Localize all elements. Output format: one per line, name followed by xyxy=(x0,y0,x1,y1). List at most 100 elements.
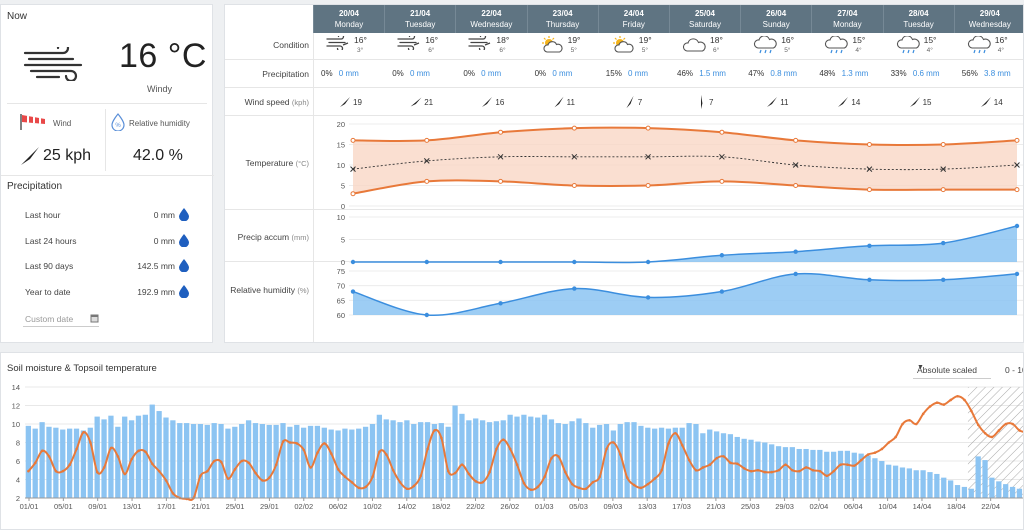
topsoil-temperature-point xyxy=(40,449,44,453)
topsoil-temperature-point xyxy=(54,469,58,473)
forecast-low-temp: 6° xyxy=(499,47,506,54)
topsoil-temperature-point xyxy=(708,463,712,466)
topsoil-temperature-point xyxy=(206,469,209,473)
soil-moisture-bar xyxy=(989,477,995,498)
soil-moisture-bar xyxy=(459,413,465,498)
day-weekday: Tuesday xyxy=(903,20,934,29)
soil-x-tick-label: 06/04 xyxy=(844,502,863,511)
soil-moisture-bar xyxy=(947,480,954,498)
precip-row-year-to-date: Year to date 192.9 mm xyxy=(25,285,189,299)
soil-moisture-bar xyxy=(968,488,974,498)
soil-x-tick-label: 05/01 xyxy=(54,502,73,511)
topsoil-temperature-point xyxy=(942,403,946,406)
topsoil-temperature-point xyxy=(591,480,595,484)
humidity-point xyxy=(793,271,798,277)
topsoil-temperature-point xyxy=(378,450,381,454)
soil-moisture-bar xyxy=(314,425,321,498)
windsock-icon xyxy=(20,114,45,130)
forecast-low-temp: 6° xyxy=(428,47,435,54)
soil-moisture-bar xyxy=(404,420,410,498)
soil-moisture-bar xyxy=(624,422,630,498)
soil-moisture-bar xyxy=(1003,484,1009,498)
soil-x-tick-label: 10/02 xyxy=(363,502,382,511)
humidity-tick-label: 65 xyxy=(337,296,345,305)
day-weekday: Thursday xyxy=(545,20,580,29)
row-label-humidity: Relative humidity (%) xyxy=(230,285,309,295)
topsoil-temperature-point xyxy=(625,476,629,479)
soil-moisture-bar xyxy=(252,423,259,498)
topsoil-temperature-point xyxy=(440,436,443,440)
soil-x-tick-label: 01/01 xyxy=(20,502,39,511)
soil-moisture-bar xyxy=(445,426,451,498)
temperature-mean-point xyxy=(571,153,578,160)
topsoil-temperature-point xyxy=(34,461,37,465)
humidity-tick-label: 70 xyxy=(337,282,345,291)
topsoil-temperature-point xyxy=(419,474,423,478)
soil-moisture-bar xyxy=(149,404,155,498)
soil-x-tick-label: 29/01 xyxy=(260,502,279,511)
precip-probability: 0% xyxy=(392,69,404,78)
soil-moisture-bar xyxy=(810,449,816,498)
forecast-precipitation: 0% 0 mm xyxy=(321,69,392,78)
soil-moisture-bar xyxy=(569,421,575,498)
soil-chart: 2 4 6 8 10 12 14 01/01 05/01 09/01 13/01 17/01 21/01… xyxy=(12,383,1023,511)
rain-cloud-icon xyxy=(753,35,779,59)
topsoil-temperature-point xyxy=(983,431,987,435)
forecast-low-temp: 5° xyxy=(641,47,649,54)
soil-x-tick-label: 02/02 xyxy=(294,502,313,511)
day-header-21-04: 21/04 Tuesday xyxy=(384,5,455,33)
temperature-mean-point xyxy=(1014,162,1020,168)
wind-arrow-icon xyxy=(909,96,921,110)
soil-moisture-bar xyxy=(865,455,871,498)
forecast-panel: 20/04 Monday 21/04 Tuesday 22/04 Wednesday 23/… xyxy=(224,4,1024,343)
forecast-precipitation: 56% 3.8 mm xyxy=(962,69,1023,78)
soil-moisture-bar xyxy=(775,446,782,498)
soil-moisture-bar xyxy=(941,477,947,498)
soil-chart-title: Soil moisture & Topsoil temperature xyxy=(7,363,157,374)
temperature-mean-point xyxy=(792,162,799,168)
topsoil-temperature-point xyxy=(963,398,966,402)
soil-x-tick-label: 21/03 xyxy=(707,502,726,511)
humidity-point xyxy=(350,289,356,294)
day-header-20-04: 20/04 Monday xyxy=(313,5,384,33)
precip-amount: 3.8 mm xyxy=(981,69,1011,78)
soil-moisture-bar xyxy=(122,416,128,498)
scale-dropdown[interactable]: Absolute scaled ▼ xyxy=(913,361,991,379)
rain-cloud-icon xyxy=(967,35,993,59)
forecast-high-temp: 15° xyxy=(852,35,866,45)
topsoil-temperature-point xyxy=(412,484,416,488)
soil-moisture-bar xyxy=(301,427,307,498)
precip-probability: 15% xyxy=(605,69,622,78)
soil-moisture-bar xyxy=(830,451,837,498)
forecast-wind: 21 xyxy=(410,96,481,110)
wind-arrow-icon xyxy=(481,96,493,110)
wind-speed: 16 xyxy=(495,98,505,108)
precip-accum-point xyxy=(350,259,356,265)
humidity-area xyxy=(353,273,1017,316)
wind-speed: 15 xyxy=(922,98,932,108)
wind-arrow-icon xyxy=(339,96,351,110)
precip-probability: 48% xyxy=(819,69,836,78)
soil-moisture-bar xyxy=(321,427,327,498)
soil-moisture-bar xyxy=(590,427,596,498)
custom-date-input[interactable]: Custom date xyxy=(23,311,99,327)
soil-x-tick-label: 14/04 xyxy=(913,502,932,511)
topsoil-temperature-point xyxy=(68,463,72,466)
topsoil-temperature-point xyxy=(391,468,395,472)
soil-moisture-bar xyxy=(280,423,286,498)
calendar-icon[interactable] xyxy=(90,313,99,323)
topsoil-temperature-point xyxy=(309,466,312,469)
topsoil-temperature-point xyxy=(199,474,202,478)
precip-amount: 1.5 mm xyxy=(697,69,726,78)
soil-moisture-bar xyxy=(108,415,114,498)
soil-moisture-bar xyxy=(672,427,678,498)
topsoil-temperature-point xyxy=(791,468,794,472)
topsoil-temperature-point xyxy=(632,483,636,487)
forecast-high-temp: 16° xyxy=(994,35,1008,45)
soil-moisture-bar xyxy=(383,419,389,498)
wind-speed: 7 xyxy=(709,98,714,108)
wind-arrow-icon xyxy=(624,95,636,110)
topsoil-temperature-point xyxy=(935,401,939,405)
topsoil-temperature-point xyxy=(832,469,836,473)
wind-arrow-icon xyxy=(695,94,707,110)
